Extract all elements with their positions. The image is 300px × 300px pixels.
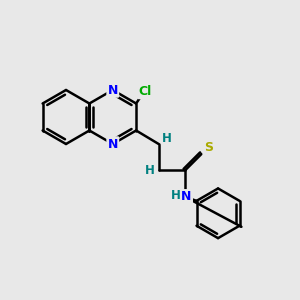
Text: N: N [108,83,118,97]
Text: H: H [162,132,172,145]
Text: N: N [182,190,192,203]
Text: H: H [145,164,154,177]
Text: S: S [204,141,213,154]
Text: N: N [108,137,118,151]
Text: Cl: Cl [139,85,152,98]
Text: H: H [171,189,181,202]
